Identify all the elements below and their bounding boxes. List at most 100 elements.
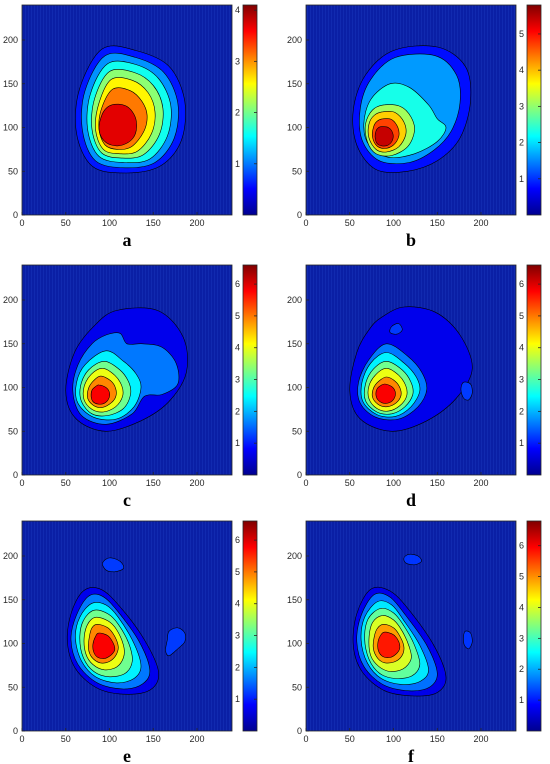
- colorbar-tick-label: 2: [235, 662, 240, 672]
- y-tick-label: 200: [3, 551, 18, 561]
- x-tick-label: 100: [102, 478, 117, 488]
- y-tick-label: 0: [297, 470, 302, 480]
- x-tick-label: 150: [146, 218, 161, 228]
- contour-band: [98, 103, 137, 147]
- colorbar-tick-label: 4: [519, 343, 524, 353]
- colorbar-tick-label: 2: [235, 406, 240, 416]
- y-tick-label: 200: [287, 295, 302, 305]
- y-tick-label: 100: [3, 123, 18, 133]
- colorbar-frame: [242, 264, 258, 476]
- colorbar-frame: [526, 4, 542, 216]
- colorbar-tick-label: 6: [519, 279, 524, 289]
- y-tick-label: 150: [3, 595, 18, 605]
- y-tick-label: 100: [287, 383, 302, 393]
- x-tick-label: 50: [61, 218, 71, 228]
- x-tick-label: 0: [19, 478, 24, 488]
- y-tick-label: 50: [8, 166, 18, 176]
- x-tick-label: 150: [430, 478, 445, 488]
- contour-band: [90, 384, 110, 405]
- x-tick-label: 100: [386, 478, 401, 488]
- colorbar-tick-label: 4: [235, 343, 240, 353]
- x-tick-label: 150: [430, 218, 445, 228]
- contour-band: [92, 632, 116, 659]
- colorbar: [243, 5, 257, 215]
- colorbar-tick-label: 5: [235, 567, 240, 577]
- y-tick-label: 50: [8, 682, 18, 692]
- y-tick-label: 150: [287, 595, 302, 605]
- panel-e: 0 50 100 150 200 0 50 100 150 200 1 2 3 4 5 6 e: [3, 520, 258, 764]
- colorbar-tick-label: 1: [235, 159, 240, 169]
- colorbar-tick-label: 5: [519, 311, 524, 321]
- colorbar-tick-label: 3: [519, 375, 524, 385]
- contour-band: [377, 631, 401, 658]
- y-tick-label: 200: [287, 551, 302, 561]
- contour-band: [375, 383, 396, 404]
- contour-layer: [352, 45, 472, 173]
- x-tick-label: 100: [102, 734, 117, 744]
- x-tick-label: 50: [345, 734, 355, 744]
- colorbar-tick-label: 5: [519, 572, 524, 582]
- panel-label: a: [123, 230, 132, 250]
- x-tick-label: 0: [303, 478, 308, 488]
- contour-layer: [66, 557, 186, 695]
- colorbar-tick-label: 1: [235, 694, 240, 704]
- colorbar-tick-label: 6: [519, 541, 524, 551]
- colorbar-tick-label: 3: [235, 56, 240, 66]
- colorbar-tick-label: 2: [519, 664, 524, 674]
- y-tick-label: 150: [3, 79, 18, 89]
- panel-c: 0 50 100 150 200 0 50 100 150 200 1 2 3 4 5 6 c: [3, 264, 258, 510]
- x-tick-label: 100: [386, 734, 401, 744]
- contour-band: [389, 323, 403, 335]
- y-tick-label: 0: [297, 210, 302, 220]
- x-tick-label: 150: [146, 734, 161, 744]
- x-tick-label: 150: [430, 734, 445, 744]
- plot-frame: [305, 520, 517, 732]
- contour-layer: [349, 306, 473, 432]
- contour-band: [403, 553, 422, 566]
- colorbar-tick-label: 4: [235, 599, 240, 609]
- plot-frame: [21, 520, 233, 732]
- colorbar-tick-label: 6: [235, 535, 240, 545]
- contour-band: [374, 126, 394, 147]
- panel-a: 0 50 100 150 200 0 50 100 150 200 1 2 3 4 a: [3, 4, 258, 250]
- colorbar-tick-label: 4: [519, 65, 524, 75]
- y-tick-label: 200: [3, 295, 18, 305]
- x-tick-label: 0: [303, 218, 308, 228]
- colorbar-tick-label: 1: [519, 695, 524, 705]
- y-tick-label: 0: [13, 470, 18, 480]
- x-tick-label: 200: [189, 734, 204, 744]
- plot-frame: [21, 4, 233, 216]
- y-tick-label: 100: [3, 383, 18, 393]
- y-tick-label: 150: [287, 79, 302, 89]
- contour-layer: [75, 45, 186, 174]
- colorbar-tick-label: 3: [235, 631, 240, 641]
- x-tick-label: 0: [19, 734, 24, 744]
- colorbar-tick-label: 2: [235, 108, 240, 118]
- colorbar-tick-label: 1: [519, 174, 524, 184]
- x-tick-label: 0: [303, 734, 308, 744]
- y-tick-label: 50: [292, 426, 302, 436]
- x-tick-label: 150: [146, 478, 161, 488]
- contour-band: [165, 627, 186, 657]
- panel-b: 0 50 100 150 200 0 50 100 150 200 1 2 3 4 5 b: [287, 4, 542, 250]
- plot-frame: [305, 264, 517, 476]
- colorbar-tick-label: 3: [235, 375, 240, 385]
- y-tick-label: 150: [287, 339, 302, 349]
- colorbar: [527, 265, 541, 475]
- y-tick-label: 100: [3, 639, 18, 649]
- x-tick-label: 200: [473, 734, 488, 744]
- y-tick-label: 50: [292, 166, 302, 176]
- colorbar-tick-label: 3: [519, 101, 524, 111]
- x-tick-label: 0: [19, 218, 24, 228]
- y-tick-label: 100: [287, 639, 302, 649]
- plot-frame: [305, 4, 517, 216]
- colorbar-frame: [242, 520, 258, 732]
- colorbar: [243, 265, 257, 475]
- colorbar: [527, 521, 541, 731]
- y-tick-label: 50: [8, 426, 18, 436]
- panel-d: 0 50 100 150 200 0 50 100 150 200 1 2 3 4 5 6 d: [287, 264, 542, 510]
- panel-label: b: [406, 230, 416, 250]
- x-tick-label: 100: [102, 218, 117, 228]
- contour-layer: [65, 307, 188, 432]
